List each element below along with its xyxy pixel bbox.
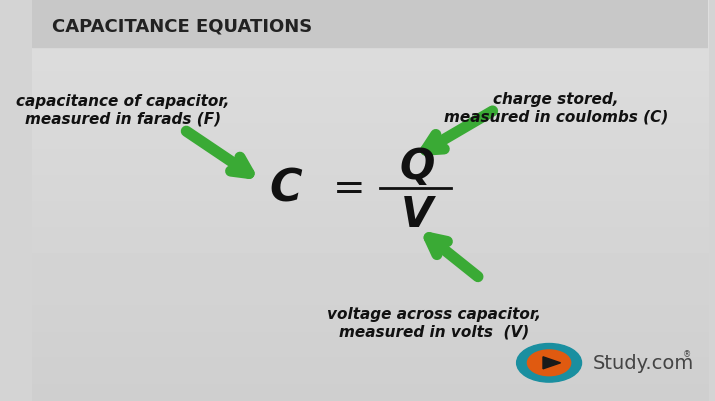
Text: V: V — [401, 194, 433, 235]
Polygon shape — [543, 357, 561, 369]
Text: charge stored,
measured in coulombs (C): charge stored, measured in coulombs (C) — [443, 92, 668, 124]
Text: =: = — [333, 170, 366, 207]
Circle shape — [528, 350, 571, 376]
Text: voltage across capacitor,
measured in volts  (V): voltage across capacitor, measured in vo… — [327, 307, 541, 339]
Text: Q: Q — [400, 146, 435, 187]
Text: CAPACITANCE EQUATIONS: CAPACITANCE EQUATIONS — [52, 17, 312, 35]
Text: C: C — [269, 167, 302, 210]
Text: Study.com: Study.com — [593, 353, 694, 373]
Text: capacitance of capacitor,
measured in farads (F): capacitance of capacitor, measured in fa… — [16, 94, 230, 126]
Circle shape — [517, 344, 581, 382]
Bar — [32, 0, 708, 48]
Text: ®: ® — [683, 350, 691, 358]
